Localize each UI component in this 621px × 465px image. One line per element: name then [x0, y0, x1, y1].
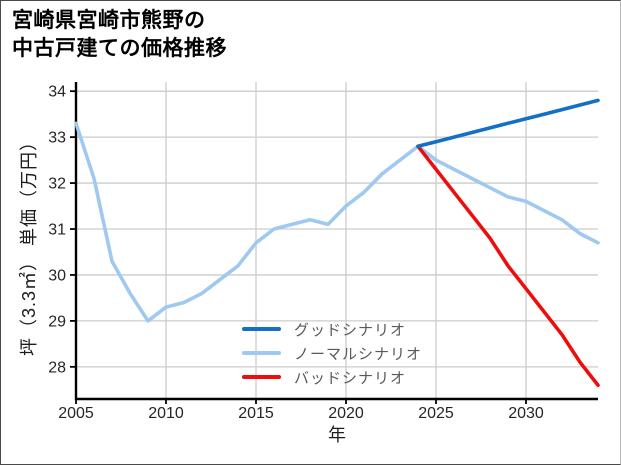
y-tick-label: 32: [48, 176, 66, 193]
normal-scenario-line: [74, 121, 600, 323]
x-tick-label: 2015: [238, 405, 274, 422]
bad-scenario-line: [416, 144, 600, 388]
normal-scenario-line-swatch: [242, 351, 281, 355]
x-tick-label: 2030: [508, 405, 544, 422]
legend-item-bad: バッドシナリオ: [242, 365, 422, 389]
good-scenario-line-swatch: [242, 327, 281, 331]
legend-item-good: グッドシナリオ: [242, 317, 422, 341]
x-axis-label: 年: [328, 425, 346, 445]
y-tick-label: 33: [48, 130, 66, 147]
y-tick-label: 34: [48, 84, 66, 101]
legend-label-bad: バッドシナリオ: [294, 369, 407, 387]
bad-scenario-line-swatch: [242, 375, 281, 379]
x-tick-label: 2020: [328, 405, 364, 422]
y-tick-label: 30: [48, 267, 66, 284]
chart-title: 宮崎県宮崎市熊野の 中古戸建ての価格推移: [12, 9, 227, 60]
y-tick-label: 29: [48, 313, 66, 330]
y-axis-label: 坪（3.3㎡） 単価（万円）: [19, 131, 39, 357]
legend-label-normal: ノーマルシナリオ: [294, 345, 423, 363]
y-tick-label: 31: [48, 222, 66, 239]
legend-label-good: グッドシナリオ: [294, 321, 407, 339]
legend: グッドシナリオ ノーマルシナリオ バッドシナリオ: [242, 317, 422, 389]
legend-item-normal: ノーマルシナリオ: [242, 341, 422, 365]
good-scenario-line: [416, 98, 600, 149]
x-tick-label: 2010: [148, 405, 184, 422]
x-tick-label: 2005: [58, 405, 94, 422]
x-tick-label: 2025: [418, 405, 454, 422]
y-tick-label: 28: [48, 359, 66, 376]
